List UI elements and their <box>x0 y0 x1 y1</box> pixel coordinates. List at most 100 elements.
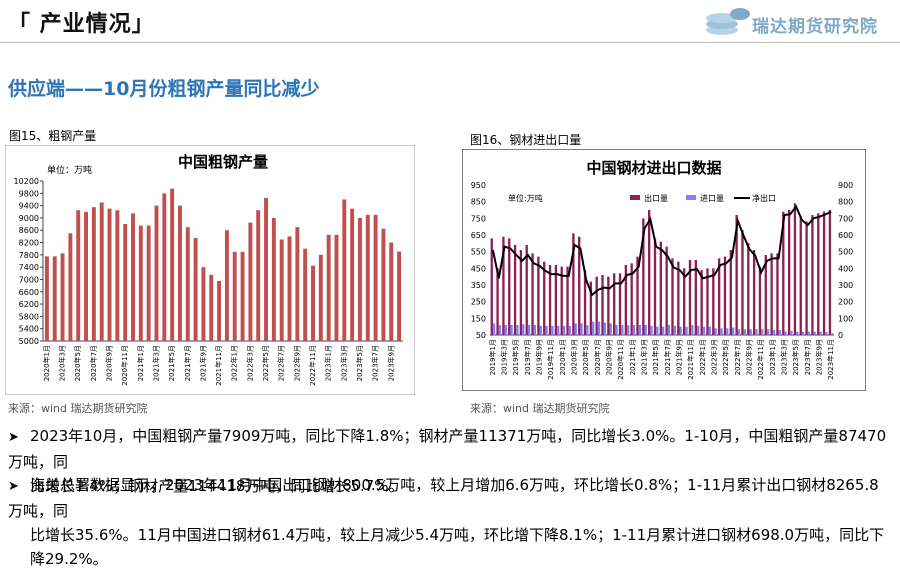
bar <box>154 205 159 341</box>
y-left-tick-label: 50 <box>476 331 486 340</box>
export-bar <box>595 276 598 335</box>
x-tick-label: 2020年1月 <box>42 345 51 381</box>
import-bar <box>638 325 642 335</box>
x-tick-label: 2023年7月 <box>371 345 380 381</box>
legend-swatch <box>686 195 696 200</box>
y-tick-label: 7800 <box>19 251 39 260</box>
export-bar <box>758 266 762 335</box>
import-bar <box>551 325 554 335</box>
import-bar <box>761 329 764 335</box>
import-bar <box>562 325 566 335</box>
chart-frame <box>462 149 866 391</box>
header-divider <box>0 42 900 43</box>
bullet-2: ➤ 海关总署数据显示，2023年11月中国出口钢材800.5万吨，较上月增加6.6… <box>8 473 893 571</box>
export-bar <box>513 245 517 335</box>
import-bar <box>609 323 612 335</box>
bar <box>44 256 49 341</box>
export-bar <box>787 210 791 335</box>
bar <box>224 230 229 341</box>
x-tick-label: 2021年3月 <box>640 339 649 375</box>
export-bar <box>805 221 808 335</box>
export-bar <box>648 210 651 335</box>
bar <box>52 256 57 341</box>
export-bar <box>822 211 826 335</box>
legend-label: 净出口 <box>752 193 776 203</box>
y-tick-label: 8600 <box>19 226 39 235</box>
y-tick-label: 7400 <box>19 263 39 272</box>
bar <box>162 193 167 341</box>
import-bar <box>545 325 548 335</box>
x-tick-label: 2020年5月 <box>581 339 590 375</box>
import-bar <box>726 328 729 335</box>
import-bar <box>533 325 537 335</box>
import-bar <box>731 327 735 335</box>
import-bar <box>749 329 752 335</box>
y-left-tick-label: 150 <box>471 314 486 323</box>
chart-unit-label: 单位：万吨 <box>47 164 92 176</box>
x-tick-label: 2021年11月 <box>686 339 695 380</box>
y-right-tick-label: 700 <box>838 214 853 223</box>
bar <box>389 242 394 341</box>
bar <box>193 237 198 341</box>
import-bar <box>568 325 572 335</box>
export-bar <box>572 233 575 335</box>
import-bar <box>615 325 618 335</box>
x-tick-label: 2020年7月 <box>89 345 98 381</box>
x-tick-label: 2020年11月 <box>120 345 129 386</box>
y-tick-label: 9000 <box>19 214 39 223</box>
y-right-tick-label: 600 <box>838 231 853 240</box>
export-bar <box>589 281 593 335</box>
import-bar <box>691 325 694 335</box>
bar <box>131 213 135 341</box>
y-right-tick-label: 0 <box>838 331 843 340</box>
bar <box>248 222 253 341</box>
bullet-2-line-2: 比增长35.6%。11月中国进口钢材61.4万吨，较上月减少5.4万吨，环比增下… <box>30 526 885 568</box>
export-bar <box>613 273 616 335</box>
x-tick-label: 2020年5月 <box>73 345 82 381</box>
chart-unit-label: 单位:万吨 <box>508 193 543 203</box>
y-right-tick-label: 300 <box>838 281 853 290</box>
export-bar <box>747 243 750 335</box>
export-bar <box>793 203 797 335</box>
x-tick-label: 2020年3月 <box>570 339 579 375</box>
bar <box>178 205 182 341</box>
x-tick-label: 2022年3月 <box>245 345 254 381</box>
import-bar <box>685 326 688 335</box>
bullet-1: ➤ 2023年10月，中国粗钢产量7909万吨，同比下降1.8%；钢材产量1137… <box>8 424 893 498</box>
import-bar <box>527 325 531 335</box>
import-bar <box>574 323 577 335</box>
figure-16-source: 来源：wind 瑞达期货研究院 <box>470 402 610 415</box>
x-tick-label: 2022年11月 <box>756 339 765 380</box>
export-bar <box>531 253 534 335</box>
x-tick-label: 2023年9月 <box>814 339 823 375</box>
export-bar <box>677 261 680 335</box>
x-tick-label: 2022年5月 <box>261 345 270 381</box>
import-bar <box>737 329 741 335</box>
export-bar <box>729 250 732 335</box>
x-tick-label: 2020年9月 <box>105 345 114 381</box>
import-bar <box>498 325 502 335</box>
import-bar <box>580 323 583 335</box>
export-bar <box>682 268 686 335</box>
export-bar <box>583 270 587 335</box>
y-tick-label: 7000 <box>19 275 39 284</box>
export-bar <box>543 261 546 335</box>
import-bar <box>714 328 717 335</box>
x-tick-label: 2022年11月 <box>308 345 317 386</box>
export-bar <box>642 218 645 335</box>
import-bar <box>510 325 513 335</box>
import-bar <box>778 330 781 335</box>
import-bar <box>831 333 834 335</box>
import-bar <box>656 326 659 335</box>
bar <box>318 254 323 341</box>
net-export-line <box>491 204 832 297</box>
export-bar <box>548 265 552 335</box>
logo-coins-icon <box>706 8 750 35</box>
x-tick-label: 2019年5月 <box>511 339 520 375</box>
export-bar <box>519 250 523 335</box>
import-bar <box>516 325 519 335</box>
x-tick-label: 2023年7月 <box>803 339 812 375</box>
export-bar <box>811 215 814 335</box>
export-bar <box>537 256 540 335</box>
